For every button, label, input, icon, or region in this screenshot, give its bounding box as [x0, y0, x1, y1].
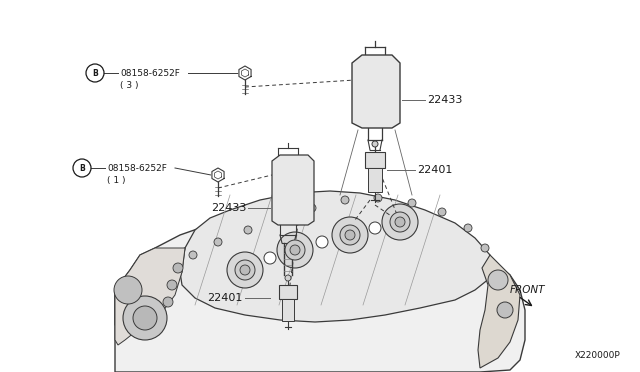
Circle shape [340, 225, 360, 245]
Text: 08158-6252F: 08158-6252F [107, 164, 167, 173]
Circle shape [264, 252, 276, 264]
Text: ( 1 ): ( 1 ) [107, 176, 125, 185]
Circle shape [244, 226, 252, 234]
Circle shape [173, 263, 183, 273]
Circle shape [481, 244, 489, 252]
Circle shape [285, 275, 291, 281]
Polygon shape [180, 191, 495, 322]
Text: 22401: 22401 [417, 165, 452, 175]
Circle shape [395, 217, 405, 227]
Text: 22433: 22433 [427, 95, 462, 105]
Circle shape [372, 141, 378, 147]
Circle shape [277, 232, 313, 268]
Bar [282, 299, 294, 321]
Circle shape [240, 265, 250, 275]
Circle shape [332, 217, 368, 253]
Text: 22433: 22433 [211, 203, 246, 213]
Circle shape [464, 224, 472, 232]
Circle shape [308, 204, 316, 212]
Circle shape [114, 276, 142, 304]
Circle shape [408, 199, 416, 207]
Circle shape [390, 212, 410, 232]
Polygon shape [239, 66, 251, 80]
Polygon shape [272, 155, 314, 225]
Circle shape [438, 208, 446, 216]
Text: X220000P: X220000P [574, 350, 620, 359]
Text: B: B [79, 164, 85, 173]
Circle shape [133, 306, 157, 330]
Circle shape [189, 251, 197, 259]
Circle shape [374, 194, 382, 202]
Polygon shape [115, 248, 185, 328]
Polygon shape [115, 208, 525, 372]
Circle shape [235, 260, 255, 280]
Circle shape [488, 270, 508, 290]
Circle shape [497, 302, 513, 318]
Circle shape [345, 230, 355, 240]
Circle shape [167, 280, 177, 290]
Text: 22401: 22401 [207, 293, 243, 303]
Circle shape [290, 245, 300, 255]
Circle shape [214, 238, 222, 246]
Circle shape [276, 214, 284, 222]
Circle shape [341, 196, 349, 204]
Circle shape [316, 236, 328, 248]
Circle shape [227, 252, 263, 288]
Polygon shape [352, 55, 400, 128]
Circle shape [163, 297, 173, 307]
Text: FRONT: FRONT [510, 285, 545, 295]
Text: B: B [92, 68, 98, 77]
Circle shape [123, 296, 167, 340]
Polygon shape [478, 255, 520, 368]
Polygon shape [115, 248, 185, 345]
Bar [279, 285, 297, 299]
Text: ( 3 ): ( 3 ) [120, 80, 138, 90]
Text: 08158-6252F: 08158-6252F [120, 68, 180, 77]
Circle shape [369, 222, 381, 234]
Polygon shape [212, 168, 224, 182]
Bar [365, 152, 385, 168]
Circle shape [382, 204, 418, 240]
Bar [368, 168, 382, 192]
Circle shape [285, 240, 305, 260]
